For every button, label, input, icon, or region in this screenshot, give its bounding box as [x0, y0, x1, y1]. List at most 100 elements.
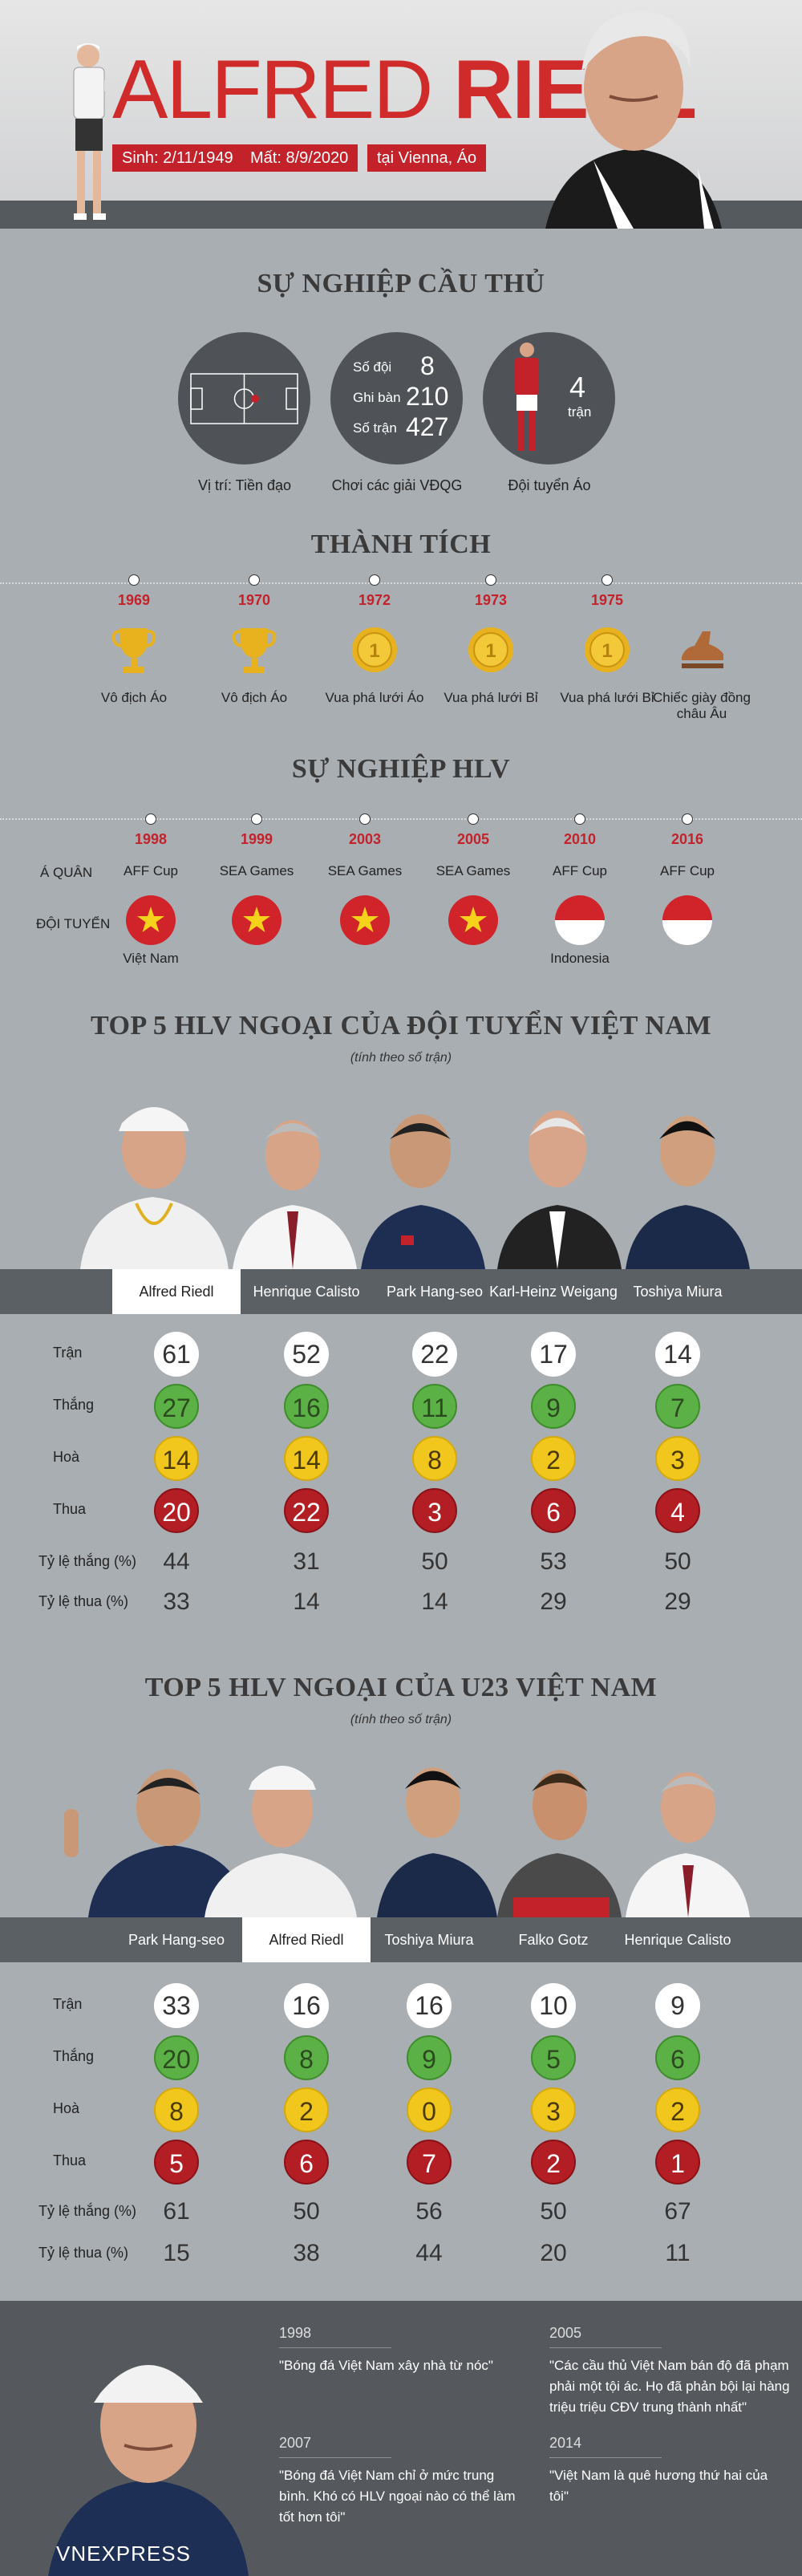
- stat-label-matches: Số trận: [353, 420, 397, 436]
- trophy-icon: [232, 628, 277, 673]
- quotes-footer: [0, 2301, 802, 2576]
- portrait-henrique-calisto-u23: [626, 1772, 750, 1917]
- svg-text:1: 1: [369, 640, 379, 662]
- coach-name-tab[interactable]: Henrique Calisto: [253, 1284, 360, 1300]
- soccer-ball-icon: [468, 813, 479, 825]
- row-label: Thua: [53, 2152, 87, 2168]
- position-caption: Vị trí: Tiền đạo: [197, 477, 292, 493]
- coaching-year: 2010: [563, 831, 597, 847]
- player-figure: [73, 43, 122, 220]
- coach-name-tab[interactable]: Toshiya Miura: [384, 1932, 474, 1948]
- loss-rate-value: 29: [664, 1588, 691, 1615]
- wins-bubble: 9: [531, 1384, 576, 1429]
- soccer-ball-icon: [682, 813, 693, 825]
- coach-name-tab[interactable]: Alfred Riedl: [112, 1269, 241, 1314]
- indonesia-flag-icon: [662, 895, 712, 945]
- soccer-ball-icon: [251, 813, 262, 825]
- win-rate-value: 50: [421, 1548, 448, 1575]
- matches-bubble: 10: [531, 1983, 576, 2028]
- loss-rate-value: 11: [665, 2240, 691, 2266]
- coach-name-tab[interactable]: Henrique Calisto: [624, 1932, 731, 1948]
- achievement-year: 1975: [590, 592, 624, 608]
- quote-divider: [549, 2457, 662, 2458]
- quote-text: "Bóng đá Việt Nam xây nhà từ nóc": [279, 2358, 493, 2373]
- player-career-title: SỰ NGHIỆP CẦU THỦ: [257, 269, 545, 298]
- team-row-label: ĐỘI TUYỂN: [36, 916, 111, 931]
- quote-divider: [279, 2347, 391, 2348]
- coaching-event: AFF Cup: [659, 863, 715, 878]
- coaching-event: SEA Games: [327, 863, 403, 878]
- boot-icon: [682, 631, 723, 668]
- achievement-label: Vua phá lưới Áo: [325, 690, 424, 705]
- matches-bubble: 22: [412, 1332, 457, 1377]
- coach-name-tab[interactable]: Park Hang-seo: [128, 1932, 225, 1948]
- coaching-event: SEA Games: [219, 863, 294, 878]
- portrait-park-hang-seo-u23: [64, 1769, 249, 1917]
- u23-table-title: TOP 5 HLV NGOẠI CỦA U23 VIỆT NAM: [144, 1673, 658, 1702]
- matches-bubble: 52: [284, 1332, 329, 1377]
- soccer-ball-icon: [369, 574, 380, 586]
- portrait-henrique-calisto: [233, 1120, 357, 1269]
- vn-team-table-title: TOP 5 HLV NGOẠI CỦA ĐỘI TUYỂN VIỆT NAM: [90, 1011, 712, 1041]
- wins-bubble: 27: [154, 1384, 199, 1429]
- losses-bubble: 6: [284, 2140, 329, 2185]
- achievement-year: 1972: [358, 592, 391, 608]
- wins-bubble: 20: [154, 2035, 199, 2080]
- loss-rate-value: 14: [293, 1588, 320, 1615]
- medal-icon: 1: [585, 627, 630, 672]
- draws-bubble: 8: [412, 1436, 457, 1481]
- matches-bubble: 9: [655, 1983, 700, 2028]
- stat-label-teams: Số đội: [353, 359, 392, 375]
- coach-name-tab[interactable]: Alfred Riedl: [242, 1917, 371, 1962]
- draws-bubble: 3: [655, 1436, 700, 1481]
- runner-up-label: Á QUÂN: [40, 865, 93, 880]
- portrait-alfred-riedl: [80, 1107, 229, 1269]
- coaching-year: 2003: [348, 831, 382, 847]
- vn-team-table-subtitle: (tính theo số trận): [350, 1051, 452, 1065]
- win-rate-value: 31: [293, 1548, 320, 1575]
- quote-divider: [549, 2347, 662, 2348]
- draws-bubble: 2: [531, 1436, 576, 1481]
- soccer-ball-icon: [249, 574, 260, 586]
- coaching-year: 2005: [456, 831, 490, 847]
- matches-bubble: 61: [154, 1332, 199, 1377]
- draws-bubble: 3: [531, 2087, 576, 2132]
- wins-bubble: 9: [407, 2035, 452, 2080]
- coach-name-tab[interactable]: Karl-Heinz Weigang: [489, 1284, 618, 1300]
- portrait-toshiya-miura: [626, 1116, 750, 1269]
- quote-text: "Bóng đá Việt Nam chỉ ở mức trung bình. …: [279, 2468, 516, 2525]
- coach-portrait: [545, 11, 722, 229]
- matches-bubble: 16: [284, 1983, 329, 2028]
- quote-year: 2014: [549, 2435, 582, 2451]
- draws-bubble: 14: [154, 1436, 199, 1481]
- vn-team-coaches-portraits: [80, 1107, 750, 1269]
- quote-year: 2005: [549, 2325, 582, 2341]
- quote-text: "Việt Nam là quê hương thứ hai của tôi": [549, 2468, 768, 2504]
- row-label: Tỷ lệ thắng (%): [38, 2203, 137, 2219]
- row-label: Tỷ lệ thua (%): [38, 1593, 129, 1609]
- loss-rate-value: 14: [421, 1588, 448, 1615]
- coaching-title: SỰ NGHIỆP HLV: [291, 754, 511, 784]
- medal-icon: 1: [468, 627, 513, 672]
- quote-text: "Các cầu thủ Việt Nam bán độ đã phạm phả…: [549, 2358, 790, 2415]
- pitch-circle: [178, 332, 310, 464]
- loss-rate-value: 44: [415, 2240, 443, 2266]
- coach-name-tab[interactable]: Falko Gotz: [518, 1932, 589, 1948]
- achievement-label: Vô địch Áo: [221, 690, 288, 705]
- vietnam-flag-icon: [448, 895, 498, 945]
- quote-divider: [279, 2457, 391, 2458]
- draws-bubble: 2: [284, 2087, 329, 2132]
- coaching-year: 1998: [134, 831, 168, 847]
- coaching-team: Indonesia: [550, 951, 610, 966]
- draws-bubble: 8: [154, 2087, 199, 2132]
- achievement-label: Vô địch Áo: [100, 690, 168, 705]
- loss-rate-value: 38: [293, 2240, 320, 2266]
- indonesia-flag-icon: [555, 895, 605, 945]
- trophy-icon: [111, 628, 156, 673]
- losses-bubble: 3: [412, 1488, 457, 1533]
- coach-name-tab[interactable]: Toshiya Miura: [633, 1284, 723, 1300]
- achievement-year: 1969: [117, 592, 151, 608]
- achievement-label: Vua phá lưới Bỉ: [444, 690, 538, 705]
- wins-bubble: 11: [412, 1384, 457, 1429]
- coach-name-tab[interactable]: Park Hang-seo: [386, 1284, 484, 1300]
